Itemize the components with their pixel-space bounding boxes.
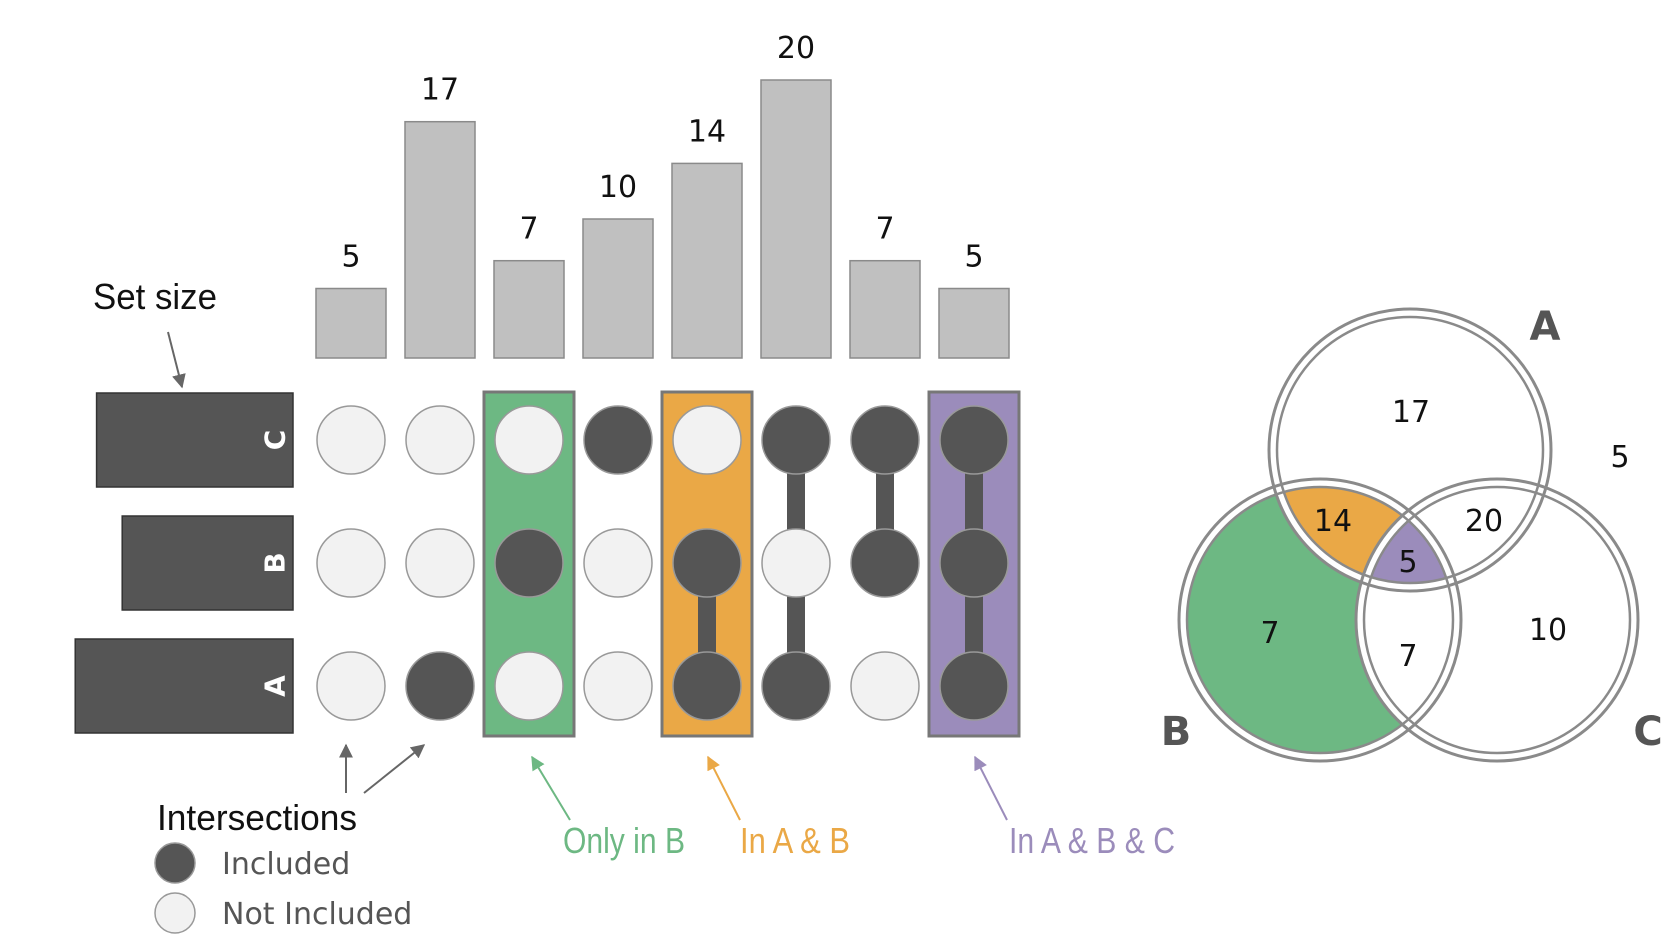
set-size-label: Set size [93,276,217,317]
intersection-bar-label: 14 [688,114,726,149]
intersections-label: Intersections [157,797,357,838]
intersection-bar [849,259,921,359]
upset-plot: 5 17 7 10 14 20 7 5 C B A [74,31,1021,738]
set-label-c: C [259,430,292,451]
matrix-dot-excluded [316,651,386,721]
matrix-dot-included [850,528,920,598]
venn-value-b-only: 7 [1260,616,1279,651]
intersection-bars [315,79,1010,359]
intersection-bar [671,162,743,359]
venn-outline-c [1354,477,1640,763]
intersection-bar [938,287,1010,359]
intersection-bar-label: 10 [599,170,637,205]
intersection-bar [582,218,654,359]
set-size-bar [121,515,294,611]
legend-not-included-label: Not Included [222,897,412,932]
venn-value-c-only: 10 [1529,613,1567,648]
venn-value-b-c: 7 [1398,639,1417,674]
venn-value-a-b-c: 5 [1398,545,1417,580]
venn-outline-b [1177,477,1463,763]
intersection-bar [404,120,476,359]
intersection-bar-label: 7 [519,212,538,247]
intersection-bar-labels: 5 17 7 10 14 20 7 5 [341,31,983,275]
matrix-dot-excluded [316,528,386,598]
venn-inner-outline-a [1275,315,1545,585]
intersection-bar-label: 7 [875,212,894,247]
matrix-dot-included [672,651,742,721]
legend-not-included-dot [154,892,196,934]
matrix-dot-excluded [405,528,475,598]
matrix-dot-excluded [761,528,831,598]
venn-gap-a [1268,308,1552,592]
matrix-dot-excluded [494,651,564,721]
venn-gap-c [1355,478,1639,762]
set-size-bar [74,638,294,734]
intersection-bar-label: 20 [777,31,815,66]
in-a-b-arrow [707,755,741,821]
matrix-dot-excluded [850,651,920,721]
venn-outline-a [1267,307,1553,593]
set-label-a: A [259,675,292,697]
matrix-dot-included [761,651,831,721]
venn-value-a-only: 17 [1392,395,1430,430]
in-a-b-label: In A & B [740,820,850,861]
venn-inner-outline-c [1362,485,1632,755]
legend-included-label: Included [222,847,350,882]
venn-gap-b [1178,478,1462,762]
matrix-dot-included [939,651,1009,721]
highlight-layer [482,390,1021,738]
intersection-arrow-2 [363,744,426,794]
set-size-arrow [167,331,186,389]
intersection-bar [493,259,565,359]
matrix-dot-included [494,528,564,598]
intersection-bar-label: 17 [421,73,459,108]
venn-value-a-c: 20 [1465,504,1503,539]
venn-diagram: A B C 17 5 14 20 5 7 7 10 [1161,304,1663,763]
matrix-dot-excluded [583,651,653,721]
matrix-dot-included [583,405,653,475]
venn-label-c: C [1633,709,1662,755]
in-a-b-c-arrow [974,755,1008,821]
matrix-dot-included [939,405,1009,475]
matrix-dot-included [672,528,742,598]
matrix-dot-excluded [316,405,386,475]
set-size-bars: C B A [74,392,294,734]
matrix-dot-excluded [405,405,475,475]
venn-label-a: A [1530,304,1561,350]
intersection-bar [760,79,832,359]
matrix-dot-excluded [672,405,742,475]
matrix-dots [316,405,1009,721]
set-size-bar [95,392,294,488]
venn-label-b: B [1161,709,1192,755]
in-a-b-c-label: In A & B & C [1009,820,1175,861]
matrix-dot-excluded [583,528,653,598]
matrix-dot-excluded [494,405,564,475]
matrix-dot-included [405,651,475,721]
intersection-bar [315,287,387,359]
only-in-b-label: Only in B [563,820,685,861]
set-label-b: B [259,552,292,573]
intersection-bar-label: 5 [341,240,360,275]
venn-inner-outline-b [1185,485,1455,755]
legend-included-dot [154,842,196,884]
matrix-dot-included [761,405,831,475]
venn-a-b-c-region [1360,483,1457,587]
intersection-bar-label: 5 [964,240,983,275]
matrix-dot-included [939,528,1009,598]
venn-value-outside: 5 [1610,440,1629,475]
only-in-b-arrow [531,755,571,821]
matrix-dot-included [850,405,920,475]
venn-value-a-b: 14 [1314,504,1352,539]
